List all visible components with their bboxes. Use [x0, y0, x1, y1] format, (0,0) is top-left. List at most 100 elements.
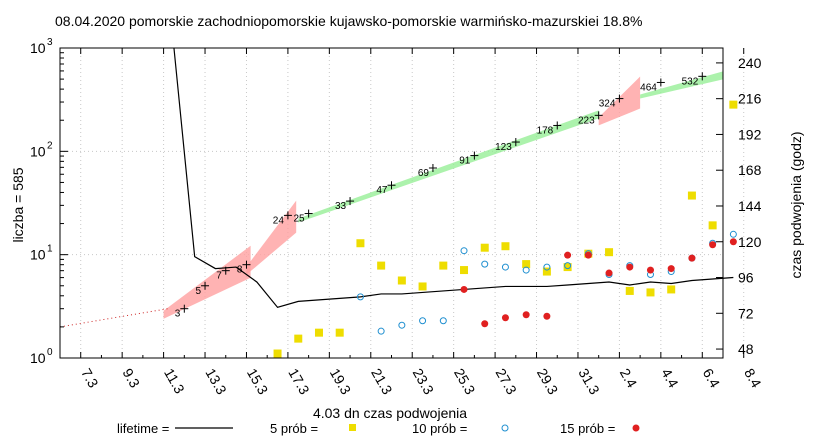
p15-dot	[584, 251, 592, 259]
p10-circle	[564, 262, 572, 270]
y2-tick-label: 240	[738, 55, 762, 71]
y-tick-exponent: 1	[47, 244, 53, 255]
p10-circle	[356, 293, 364, 301]
case-value-label: 532	[682, 76, 699, 87]
case-value-label: 223	[578, 115, 595, 126]
x-tick-label: 19.3	[327, 366, 355, 398]
p15-dot	[646, 266, 654, 274]
y2-tick-label: 48	[738, 341, 754, 357]
y2-tick-label: 120	[738, 234, 762, 250]
p5-square	[708, 221, 717, 230]
case-value-label: 464	[640, 82, 657, 93]
case-value-label: 123	[495, 142, 512, 153]
x-tick-label: 11.3	[161, 366, 188, 397]
p10-circle	[398, 321, 406, 329]
legend-circle-swatch	[501, 424, 509, 432]
fit-band-bad	[246, 200, 297, 275]
x-tick-label: 13.3	[202, 366, 230, 398]
p10-circle	[543, 263, 551, 271]
p15-dot	[709, 241, 717, 249]
fit-band-good	[298, 110, 599, 223]
case-value-label: 178	[537, 125, 554, 136]
p15-dot	[460, 285, 468, 293]
y-tick-exponent: 3	[47, 37, 53, 48]
p5-square	[480, 243, 489, 252]
p10-circle	[377, 327, 385, 335]
fit-bands	[163, 71, 723, 319]
p5-square	[439, 261, 448, 270]
x-tick-label: 9.3	[120, 366, 144, 391]
p10-circle	[481, 260, 489, 268]
p5-square	[563, 263, 572, 272]
p5-square	[314, 328, 323, 337]
p5-square	[687, 191, 696, 200]
y2-tick-label: 72	[738, 305, 754, 321]
x-tick-label: 29.3	[534, 366, 562, 398]
y-tick-label: 10	[30, 247, 46, 263]
x-tick-label: 25.3	[451, 366, 479, 398]
case-value-label: 7	[216, 271, 222, 282]
case-value-label: 47	[376, 185, 388, 196]
case-value-label: 69	[418, 168, 430, 179]
x-tick-label: 8.4	[741, 366, 765, 391]
p5-square	[646, 288, 655, 297]
x-tick-label: 31.3	[575, 366, 603, 398]
x-tick-label: 7.3	[78, 366, 102, 391]
p5-square	[356, 239, 365, 248]
case-value-label: 5	[195, 286, 201, 297]
p5-square	[273, 349, 282, 358]
p5-square	[542, 267, 551, 276]
y2-tick-label: 96	[738, 270, 754, 286]
p15-dot	[667, 265, 675, 273]
legend-label: 10 prób =	[412, 421, 467, 436]
x-tick-label: 15.3	[244, 366, 272, 398]
legend-square-swatch	[349, 424, 356, 431]
y2-tick-label: 144	[738, 198, 762, 214]
x-tick-label: 6.4	[700, 366, 724, 391]
y2-tick-label: 192	[738, 126, 762, 142]
case-value-label: 3	[175, 309, 181, 320]
p10-circle	[419, 317, 427, 325]
case-value-label: 33	[335, 201, 347, 212]
p5-square	[522, 260, 531, 269]
p15-dot	[501, 314, 509, 322]
p5-square	[418, 282, 427, 291]
y2-axis-label: czas podwojenia (godz)	[788, 131, 804, 278]
y-tick-exponent: 2	[47, 140, 53, 151]
fit-band-bad	[163, 245, 251, 319]
legend: lifetime = 5 prób = 10 prób = 15 prób =	[117, 421, 640, 436]
p10-circle	[729, 230, 737, 238]
x-tick-label: 23.3	[410, 366, 438, 398]
y-tick-label: 10	[30, 350, 46, 366]
trend-dotted-line	[59, 308, 168, 328]
y-tick-exponent: 0	[47, 347, 53, 358]
p15-dot	[481, 320, 489, 328]
p5-square	[377, 261, 386, 270]
p5-square	[335, 328, 344, 337]
legend-dot-swatch	[632, 424, 640, 432]
x-tick-label: 27.3	[492, 366, 520, 398]
x-tick-label: 17.3	[285, 366, 313, 398]
p10-circle	[460, 247, 468, 255]
p15-dot	[729, 238, 737, 246]
lifetime-line	[173, 47, 734, 309]
p15-dot	[688, 254, 696, 262]
x-tick-label: 21.3	[368, 366, 396, 398]
case-value-label: 24	[273, 215, 285, 226]
chart-title: 08.04.2020 pomorskie zachodniopomorskie …	[55, 13, 643, 29]
x-axis-label: 4.03 dn czas podwojenia	[313, 405, 467, 421]
p5-square	[625, 286, 634, 295]
legend-label: 15 prób =	[560, 421, 615, 436]
y2-tick-label: 216	[738, 91, 762, 107]
x-tick-label: 4.4	[658, 366, 682, 391]
y-tick-label: 10	[30, 40, 46, 56]
p15-dot	[605, 269, 613, 277]
case-value-label: 324	[599, 99, 616, 110]
p5-square	[605, 248, 614, 257]
p15-dot	[543, 312, 551, 320]
x-tick-label: 2.4	[617, 366, 641, 391]
y-axis-label: liczba = 585	[10, 167, 26, 242]
p10-circle	[501, 263, 509, 271]
